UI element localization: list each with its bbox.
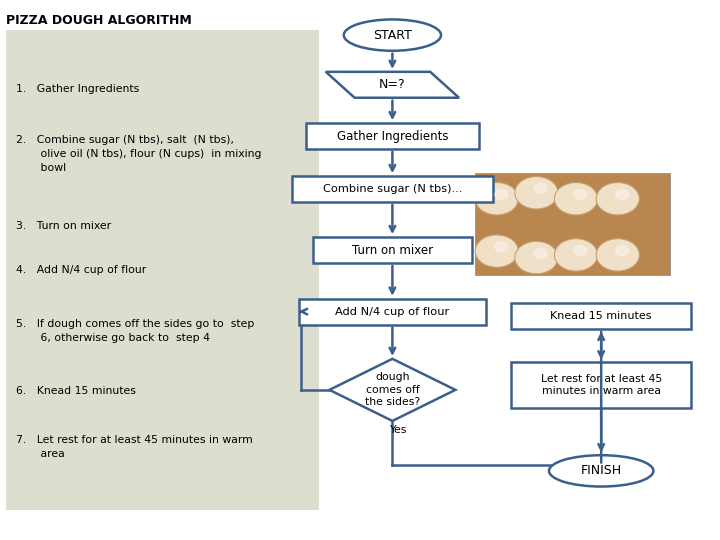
Polygon shape bbox=[330, 359, 456, 421]
Text: Yes: Yes bbox=[390, 426, 407, 435]
Circle shape bbox=[515, 241, 558, 274]
Text: 6.   Knead 15 minutes: 6. Knead 15 minutes bbox=[16, 386, 135, 396]
Circle shape bbox=[534, 184, 547, 193]
Circle shape bbox=[475, 235, 518, 267]
Text: 1.   Gather Ingredients: 1. Gather Ingredients bbox=[16, 84, 139, 94]
Text: 7.   Let rest for at least 45 minutes in warm
       area: 7. Let rest for at least 45 minutes in w… bbox=[16, 435, 253, 458]
Circle shape bbox=[515, 177, 558, 209]
Text: Let rest for at least 45
minutes in warm area: Let rest for at least 45 minutes in warm… bbox=[541, 374, 662, 396]
Circle shape bbox=[495, 242, 508, 252]
Text: Knead 15 minutes: Knead 15 minutes bbox=[551, 311, 652, 321]
Circle shape bbox=[574, 246, 587, 255]
FancyBboxPatch shape bbox=[511, 362, 691, 408]
Text: 2.   Combine sugar (N tbs), salt  (N tbs),
       olive oil (N tbs), flour (N cu: 2. Combine sugar (N tbs), salt (N tbs), … bbox=[16, 135, 261, 173]
FancyBboxPatch shape bbox=[313, 237, 472, 263]
Circle shape bbox=[475, 183, 518, 215]
Text: START: START bbox=[373, 29, 412, 42]
Text: 5.   If dough comes off the sides go to  step
       6, otherwise go back to  st: 5. If dough comes off the sides go to st… bbox=[16, 319, 254, 342]
Circle shape bbox=[574, 190, 587, 199]
Text: dough
comes off
the sides?: dough comes off the sides? bbox=[365, 373, 420, 407]
Circle shape bbox=[616, 190, 629, 199]
Circle shape bbox=[596, 183, 639, 215]
FancyBboxPatch shape bbox=[292, 176, 493, 202]
FancyBboxPatch shape bbox=[299, 299, 486, 325]
Text: Add N/4 cup of flour: Add N/4 cup of flour bbox=[336, 307, 449, 316]
Ellipse shape bbox=[344, 19, 441, 51]
Ellipse shape bbox=[549, 455, 654, 487]
Text: FINISH: FINISH bbox=[580, 464, 622, 477]
FancyBboxPatch shape bbox=[511, 303, 691, 329]
Text: Gather Ingredients: Gather Ingredients bbox=[337, 130, 448, 143]
Text: PIZZA DOUGH ALGORITHM: PIZZA DOUGH ALGORITHM bbox=[6, 14, 192, 26]
FancyBboxPatch shape bbox=[475, 173, 670, 275]
FancyBboxPatch shape bbox=[6, 30, 319, 510]
Circle shape bbox=[495, 190, 508, 199]
FancyBboxPatch shape bbox=[306, 123, 479, 149]
Polygon shape bbox=[325, 72, 459, 98]
Text: 3.   Turn on mixer: 3. Turn on mixer bbox=[16, 221, 111, 232]
Text: 4.   Add N/4 cup of flour: 4. Add N/4 cup of flour bbox=[16, 265, 146, 275]
Circle shape bbox=[554, 183, 598, 215]
Circle shape bbox=[616, 246, 629, 255]
Circle shape bbox=[596, 239, 639, 271]
Text: N=?: N=? bbox=[379, 78, 405, 91]
Circle shape bbox=[534, 248, 547, 258]
Text: Combine sugar (N tbs)...: Combine sugar (N tbs)... bbox=[323, 184, 462, 194]
Circle shape bbox=[554, 239, 598, 271]
Text: Turn on mixer: Turn on mixer bbox=[352, 244, 433, 256]
